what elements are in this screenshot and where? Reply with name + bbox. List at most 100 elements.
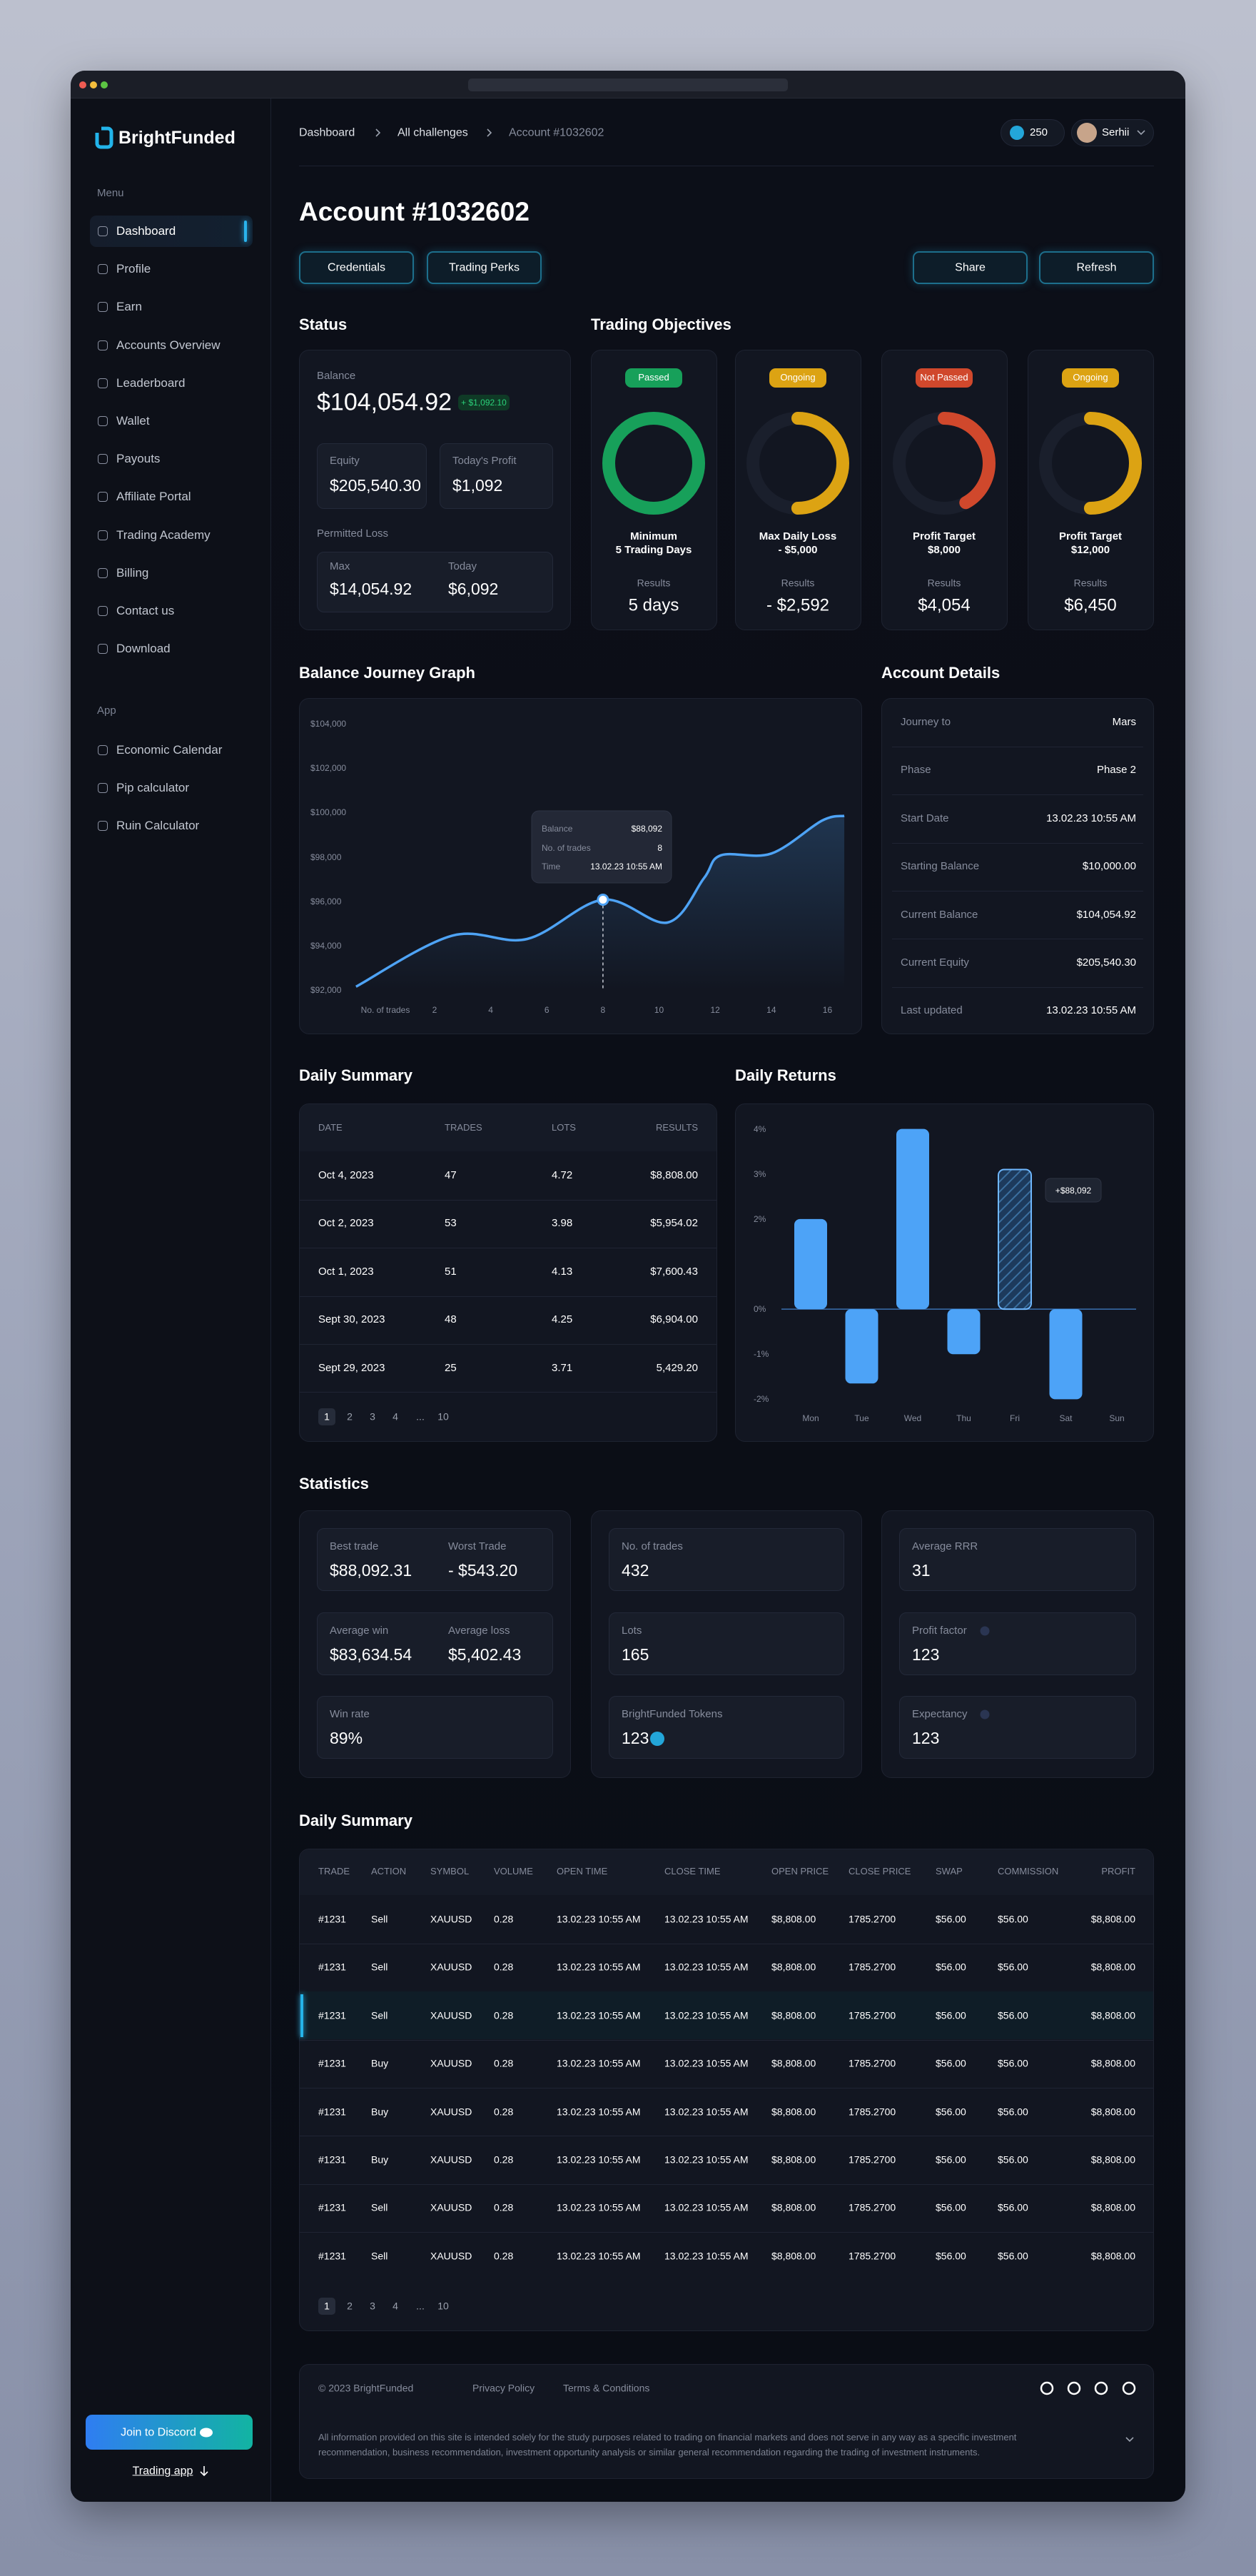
button-label[interactable]: Trading Perks (449, 261, 520, 274)
table-cell: $56.00 (936, 2201, 966, 2213)
user-name[interactable]: Serhii (1102, 126, 1130, 138)
page-link[interactable]: 3 (370, 2300, 375, 2312)
table-cell: $8,808.00 (771, 2250, 816, 2262)
menu-item[interactable]: Trading Academy (116, 527, 211, 542)
tooltip-label: No. of trades (542, 842, 591, 853)
button-label[interactable]: Refresh (1076, 261, 1117, 274)
table-cell: 1785.2700 (849, 2201, 896, 2213)
detail-value: $205,540.30 (1076, 956, 1136, 969)
menu-icon (98, 454, 108, 465)
url-bar[interactable] (468, 79, 788, 91)
status-badge-label: Ongoing (780, 372, 816, 383)
page-link[interactable]: 2 (347, 2300, 353, 2312)
loss-box (317, 552, 553, 612)
profit-box (440, 443, 553, 509)
app-item[interactable]: Economic Calendar (116, 742, 223, 757)
column-header: RESULTS (656, 1122, 698, 1133)
detail-label: Current Equity (901, 956, 969, 969)
table-cell: $56.00 (998, 2009, 1028, 2021)
copyright: © 2023 BrightFunded (318, 2382, 414, 2394)
discord-button[interactable] (86, 2415, 253, 2450)
menu-item[interactable]: Wallet (116, 413, 150, 428)
page-link[interactable]: 10 (437, 1410, 449, 1423)
button-label[interactable]: Credentials (328, 261, 385, 274)
page-link[interactable]: 4 (392, 1410, 398, 1423)
menu-item[interactable]: Accounts Overview (116, 338, 221, 352)
breadcrumb[interactable]: Dashboard (299, 126, 355, 139)
app-item[interactable]: Pip calculator (116, 780, 190, 794)
trading-app-link[interactable]: Trading app (132, 2465, 193, 2477)
maximize-dot (101, 81, 108, 89)
table-cell: 4.13 (552, 1265, 573, 1278)
x-tick-label: 2 (432, 1004, 437, 1015)
detail-value: 13.02.23 10:55 AM (1046, 812, 1136, 824)
menu-item[interactable]: Profile (116, 261, 151, 276)
action-button[interactable] (913, 251, 1028, 284)
action-button[interactable] (427, 251, 542, 284)
page-current (318, 2298, 335, 2315)
app-item[interactable]: Ruin Calculator (116, 819, 200, 833)
menu-item[interactable]: Download (116, 641, 171, 655)
table-cell: 13.02.23 10:55 AM (664, 1913, 749, 1925)
page-link[interactable]: ... (416, 2300, 425, 2312)
table-cell: $56.00 (998, 2250, 1028, 2262)
x-tick-label: Thu (956, 1413, 971, 1423)
stat-value: 123 (912, 1645, 940, 1665)
tooltip-value: 8 (657, 842, 662, 853)
stat-box (899, 1696, 1136, 1759)
menu-icon (98, 567, 108, 578)
page-link[interactable]: 2 (347, 1410, 353, 1423)
menu-item[interactable]: Dashboard (116, 223, 176, 238)
table-cell: Buy (371, 2057, 389, 2069)
menu-item[interactable]: Affiliate Portal (116, 490, 191, 504)
footer-link[interactable]: Terms & Conditions (563, 2382, 650, 2394)
table-cell: 51 (445, 1265, 457, 1278)
table-cell: 3.98 (552, 1217, 573, 1230)
stat-label: Profit factor (912, 1625, 967, 1637)
table-cell: $56.00 (936, 2106, 966, 2118)
stat-label: Average loss (448, 1625, 510, 1637)
column-header: ACTION (371, 1866, 407, 1877)
column-header: TRADES (445, 1122, 482, 1133)
page-link[interactable]: 3 (370, 1410, 375, 1423)
menu-icon (98, 378, 108, 388)
table-cell: 13.02.23 10:55 AM (557, 2250, 641, 2262)
table-cell: XAUUSD (430, 2201, 472, 2213)
action-button[interactable] (1039, 251, 1154, 284)
table-cell: $5,954.02 (650, 1217, 698, 1230)
table-cell: 1785.2700 (849, 2106, 896, 2118)
y-tick-label: -2% (754, 1394, 769, 1405)
menu-item[interactable]: Contact us (116, 603, 175, 617)
stat-label: Lots (622, 1625, 642, 1637)
page-link[interactable]: 10 (437, 2300, 449, 2312)
menu-item[interactable]: Earn (116, 300, 142, 314)
tooltip-value: $88,092 (631, 823, 662, 834)
result: $6,450 (1064, 595, 1117, 615)
footer-link[interactable]: Privacy Policy (472, 2382, 535, 2394)
breadcrumb[interactable]: All challenges (397, 126, 468, 139)
menu-item[interactable]: Leaderboard (116, 375, 186, 390)
stat-value: 31 (912, 1561, 931, 1580)
table-header (300, 1104, 716, 1151)
table-cell: 5,429.20 (656, 1361, 698, 1374)
column-header: OPEN TIME (557, 1866, 608, 1877)
page-link[interactable]: 1 (324, 2300, 330, 2312)
table-cell: #1231 (318, 2201, 346, 2213)
table-cell: $56.00 (998, 1961, 1028, 1973)
y-tick-label: 3% (754, 1168, 766, 1179)
stat-value: 432 (622, 1561, 649, 1580)
page-link[interactable]: 1 (324, 1410, 330, 1423)
stat-value: - $543.20 (448, 1561, 518, 1580)
menu-item[interactable]: Billing (116, 565, 149, 580)
action-button[interactable] (299, 251, 414, 284)
table-cell: #1231 (318, 2009, 346, 2021)
stat-box (609, 1528, 844, 1591)
button-label[interactable]: Share (955, 261, 986, 274)
menu-item[interactable]: Payouts (116, 451, 161, 465)
table-cell: $8,808.00 (771, 1913, 816, 1925)
table-cell: 13.02.23 10:55 AM (664, 2106, 749, 2118)
table-cell: $7,600.43 (650, 1265, 698, 1278)
y-tick-label: $102,000 (310, 762, 347, 773)
page-link[interactable]: 4 (392, 2300, 398, 2312)
page-link[interactable]: ... (416, 1410, 425, 1423)
